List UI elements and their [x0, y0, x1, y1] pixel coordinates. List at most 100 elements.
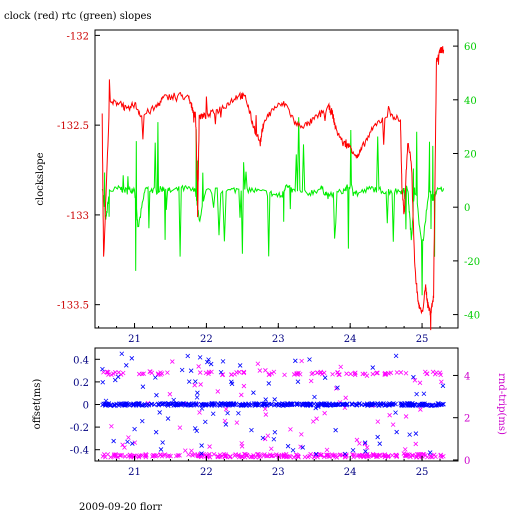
rnd-trip-point [417, 380, 423, 386]
offset-point [100, 366, 105, 372]
rnd-trip-point [338, 452, 343, 457]
x-tick-label: 22 [200, 467, 213, 478]
offset-point [131, 401, 136, 406]
rnd-trip-point [344, 453, 349, 459]
offset-point [132, 426, 137, 432]
rnd-trip-point [315, 370, 320, 375]
offset-point [411, 374, 416, 380]
rnd-trip-point [108, 454, 113, 460]
offset-point [377, 441, 383, 446]
offset-point [103, 398, 109, 404]
offset-point [112, 403, 117, 409]
bottom-x-axis: 21 22 23 24 25 [98, 456, 459, 478]
offset-point [129, 356, 135, 361]
rnd-trip-point [132, 440, 138, 445]
offset-point [157, 410, 162, 415]
offset-point [158, 447, 164, 452]
rnd-trip-point [206, 371, 211, 377]
offset-point [322, 375, 328, 380]
rnd-trip-point [196, 364, 201, 369]
rnd-trip-point [437, 370, 443, 375]
rnd-trip-point [170, 359, 175, 364]
rnd-trip-point [343, 395, 348, 401]
rnd-trip-point [211, 452, 217, 457]
offset-point [199, 402, 205, 408]
rnd-trip-point [383, 371, 389, 377]
rnd-trip-point [265, 453, 270, 459]
rnd-trip-point [398, 370, 404, 375]
rnd-trip-point [239, 392, 244, 398]
offset-point [262, 402, 267, 408]
rnd-trip-point [239, 443, 245, 449]
rnd-trip-point [402, 447, 408, 452]
offset-point [188, 368, 194, 373]
offset-point [335, 385, 340, 390]
offset-point [383, 402, 388, 408]
offset-point [260, 435, 266, 441]
offset-point [236, 410, 241, 416]
rnd-trip-point [120, 442, 125, 448]
offset-point [205, 359, 210, 365]
rnd-trip-point [241, 383, 247, 389]
rnd-trip-point [434, 370, 439, 375]
rnd-trip-point [197, 370, 203, 375]
offset-point [183, 403, 188, 408]
offset-point [178, 402, 184, 408]
offset-point [313, 405, 318, 411]
offset-point [427, 450, 433, 455]
rnd-trip-point [151, 453, 157, 459]
rnd-trip-point [232, 453, 238, 459]
rnd-trip-point [412, 378, 418, 383]
clockslope-axis-label: clockslope [35, 152, 46, 205]
rnd-trip-point [223, 406, 229, 412]
offset-point [195, 390, 200, 396]
top-plot-frame [94, 29, 459, 329]
rnd-trip-point [216, 454, 221, 460]
x-tick-label: 24 [344, 334, 357, 345]
offset-point [349, 401, 355, 406]
offset-point [227, 401, 232, 407]
rnd-trip-point [232, 371, 237, 377]
rnd-trip-point [370, 451, 376, 457]
offset-point [139, 418, 145, 424]
rnd-trip-point [382, 372, 387, 377]
rnd-trip-point [291, 372, 297, 377]
rnd-trip-point [351, 454, 356, 460]
offset-point [194, 395, 200, 400]
offset-point [300, 402, 305, 408]
rnd-trip-point [324, 447, 330, 453]
rnd-trip-point [116, 370, 121, 375]
right-y-tick-label: 40 [464, 96, 477, 107]
rnd-trip-point [375, 419, 381, 424]
offset-point [271, 436, 277, 442]
bottom-left-axis: 0.4 0.2 0 -0.2 -0.4 [70, 355, 100, 457]
right-y-tick-label: 4 [464, 371, 470, 382]
offset-point [210, 401, 215, 406]
offset-point [362, 440, 368, 445]
rnd-trip-point [352, 371, 357, 376]
rnd-trip-point [374, 370, 379, 376]
rnd-trip-point [109, 423, 114, 429]
rnd-trip-point [126, 435, 131, 440]
offset-axis-label: offset(ms) [32, 379, 43, 430]
rnd-trip-point [266, 372, 272, 378]
offset-point [197, 355, 203, 360]
rnd-trip-point [147, 369, 153, 374]
rnd-trip-point [158, 452, 163, 458]
offset-point [153, 429, 159, 435]
rnd-trip-point [322, 410, 327, 416]
offset-point [266, 401, 272, 407]
offset-point [290, 401, 296, 407]
rtc-slope-series [101, 117, 445, 296]
offset-point [165, 416, 171, 421]
rnd-trip-point [424, 371, 430, 376]
rnd-trip-point [403, 414, 409, 419]
rnd-trip-point [318, 369, 324, 375]
offset-point [295, 379, 301, 384]
rnd-trip-point [165, 370, 170, 375]
offset-point [208, 361, 214, 367]
offset-point [280, 403, 286, 408]
offset-point [220, 359, 226, 364]
offset-point [127, 403, 132, 408]
offset-point [421, 391, 427, 397]
